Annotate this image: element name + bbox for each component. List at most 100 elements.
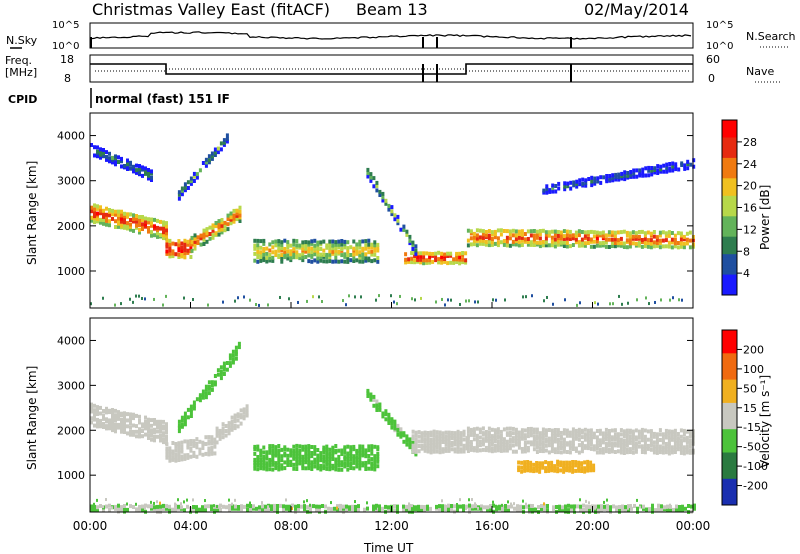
velocity-cell xyxy=(568,430,572,435)
velocity-cell xyxy=(634,435,638,440)
power-cell xyxy=(117,209,120,214)
velocity-cell xyxy=(577,466,581,471)
velocity-cell xyxy=(201,508,204,513)
power-cell xyxy=(262,256,266,261)
power-cell xyxy=(464,251,468,256)
power-cell xyxy=(595,236,599,241)
power-cell xyxy=(620,176,624,181)
velocity-cell xyxy=(376,454,380,459)
velocity-cell xyxy=(280,458,284,463)
power-cell xyxy=(183,245,187,250)
power-cell xyxy=(334,242,338,247)
velocity-cell xyxy=(204,504,207,509)
velocity-cell xyxy=(159,507,162,512)
velocity-cell xyxy=(277,448,281,453)
power-cell xyxy=(120,159,123,164)
power-cell xyxy=(120,302,122,306)
velocity-cell xyxy=(631,435,635,440)
power-cell xyxy=(256,255,260,259)
power-cell xyxy=(410,256,414,261)
velocity-cell xyxy=(165,449,169,454)
velocity-cell xyxy=(219,372,223,377)
velocity-cell xyxy=(219,369,223,374)
power-cell xyxy=(316,252,320,257)
velocity-cell xyxy=(159,435,162,440)
power-cell xyxy=(322,248,326,253)
velocity-cell xyxy=(682,428,686,433)
power-cell xyxy=(325,259,329,264)
velocity-cell xyxy=(280,454,284,459)
power-cell xyxy=(653,170,657,175)
velocity-cell xyxy=(601,440,605,445)
velocity-cell xyxy=(343,450,347,455)
power-cell xyxy=(96,149,99,154)
velocity-cell xyxy=(141,507,144,512)
power-cell xyxy=(346,249,350,254)
power-cell xyxy=(628,244,632,249)
velocity-cell xyxy=(322,448,326,453)
velocity-cell xyxy=(156,425,159,430)
power-cell xyxy=(614,177,618,182)
power-cell xyxy=(526,242,530,247)
velocity-cell xyxy=(619,450,623,455)
power-cell xyxy=(301,246,305,251)
nsky-label: N.Sky xyxy=(6,34,38,47)
velocity-cell xyxy=(607,449,611,454)
velocity-cell xyxy=(227,424,231,429)
velocity-cell xyxy=(204,384,208,389)
velocity-cell xyxy=(538,436,542,441)
velocity-cell xyxy=(331,445,335,450)
velocity-cell xyxy=(174,452,178,457)
velocity-cell xyxy=(334,464,338,469)
power-cell xyxy=(472,231,476,236)
velocity-cell xyxy=(646,429,650,434)
power-cell xyxy=(505,229,509,234)
velocity-cell xyxy=(640,446,644,451)
velocity-cell xyxy=(90,402,93,407)
power-cell xyxy=(449,260,453,265)
velocity-cell xyxy=(571,441,575,446)
velocity-cell xyxy=(645,507,648,512)
velocity-cell xyxy=(370,451,374,456)
power-cell xyxy=(590,183,594,188)
velocity-cell xyxy=(531,507,534,512)
velocity-cell xyxy=(507,500,509,504)
velocity-cell xyxy=(304,457,308,462)
velocity-cell xyxy=(484,448,488,453)
velocity-cell xyxy=(472,446,476,451)
velocity-cell xyxy=(330,507,333,512)
velocity-cell xyxy=(511,431,515,436)
velocity-cell xyxy=(616,438,620,443)
power-cell xyxy=(461,257,465,262)
velocity-cell xyxy=(271,444,275,449)
velocity-cell xyxy=(96,408,99,413)
power-cell xyxy=(102,211,105,216)
velocity-cell xyxy=(331,448,335,453)
power-cell xyxy=(298,256,302,261)
velocity-cell xyxy=(480,507,482,511)
velocity-cell xyxy=(390,425,394,430)
velocity-cell xyxy=(544,433,548,438)
power-cell xyxy=(634,236,638,241)
velocity-cell xyxy=(322,458,326,463)
power-cell xyxy=(283,238,287,243)
power-cell xyxy=(223,228,227,233)
power-cell xyxy=(416,257,420,262)
velocity-cell xyxy=(462,443,466,448)
velocity-cell xyxy=(138,508,141,513)
power-cell xyxy=(577,240,581,245)
velocity-cell xyxy=(210,451,214,456)
power-cell xyxy=(193,243,197,248)
ytick-label: 1000 xyxy=(57,469,85,482)
velocity-cell xyxy=(165,442,169,447)
velocity-cell xyxy=(331,466,335,471)
power-cell xyxy=(367,250,371,255)
velocity-cell xyxy=(259,453,263,458)
power-cell xyxy=(265,251,269,256)
power-cell xyxy=(340,239,344,243)
velocity-cell xyxy=(441,499,443,503)
velocity-cell xyxy=(637,435,641,440)
power-cell xyxy=(629,170,633,174)
velocity-cell xyxy=(408,443,412,448)
velocity-cell xyxy=(351,504,354,509)
